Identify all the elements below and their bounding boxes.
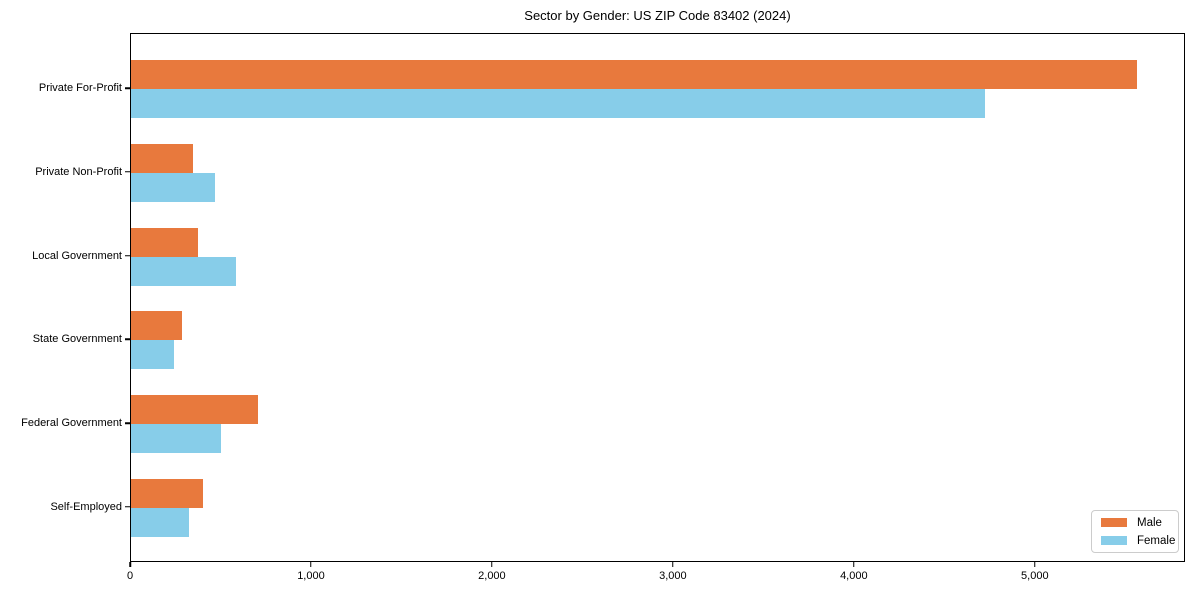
y-tick-mark — [125, 254, 130, 257]
x-tick-label-3000: 3,000 — [659, 570, 687, 582]
x-tick-mark — [310, 562, 312, 567]
bar-male-state-government — [131, 311, 182, 341]
x-tick-mark — [853, 562, 855, 567]
bar-female-state-government — [131, 340, 174, 370]
bar-female-self-employed — [131, 507, 189, 537]
x-tick-label-4000: 4,000 — [840, 570, 868, 582]
chart-title: Sector by Gender: US ZIP Code 83402 (202… — [524, 8, 791, 23]
plot-area — [130, 33, 1185, 562]
bar-female-federal-government — [131, 424, 222, 454]
y-tick-label-state-government: State Government — [32, 333, 122, 346]
bar-female-local-government — [131, 256, 236, 286]
y-tick-mark — [125, 506, 130, 508]
legend-item-female: Female — [1092, 534, 1178, 548]
y-tick-label-private-for-profit: Private For-Profit — [38, 82, 122, 95]
legend-item-male: Male — [1092, 516, 1178, 530]
y-tick-label-self-employed: Self-Employed — [50, 500, 122, 513]
bar-male-private-for-profit — [131, 60, 1138, 90]
x-tick-mark — [129, 562, 131, 567]
bar-male-local-government — [131, 227, 198, 257]
bar-female-private-for-profit — [131, 89, 986, 119]
legend-label: Female — [1137, 534, 1176, 547]
x-tick-mark — [1034, 562, 1036, 567]
x-tick-label-0: 0 — [126, 570, 134, 582]
y-tick-label-local-government: Local Government — [32, 249, 122, 262]
legend-swatch-female — [1101, 536, 1127, 545]
y-tick-mark — [125, 87, 130, 89]
x-tick-label-5000: 5,000 — [1021, 570, 1049, 582]
bar-male-private-non-profit — [131, 143, 193, 173]
y-tick-label-private-non-profit: Private Non-Profit — [35, 165, 122, 178]
legend-swatch-male — [1101, 518, 1127, 527]
y-tick-label-federal-government: Federal Government — [21, 417, 122, 430]
x-tick-mark — [491, 562, 493, 567]
bar-female-private-non-profit — [131, 172, 216, 202]
x-tick-mark — [672, 562, 674, 567]
legend-label: Male — [1137, 516, 1162, 529]
x-tick-label-1000: 1,000 — [297, 570, 325, 582]
legend: Male Female — [1091, 510, 1179, 553]
x-tick-label-2000: 2,000 — [478, 570, 506, 582]
bar-male-federal-government — [131, 395, 258, 425]
bar-male-self-employed — [131, 478, 204, 508]
y-tick-mark — [125, 338, 130, 341]
y-tick-mark — [125, 171, 130, 173]
y-tick-mark — [125, 422, 130, 424]
